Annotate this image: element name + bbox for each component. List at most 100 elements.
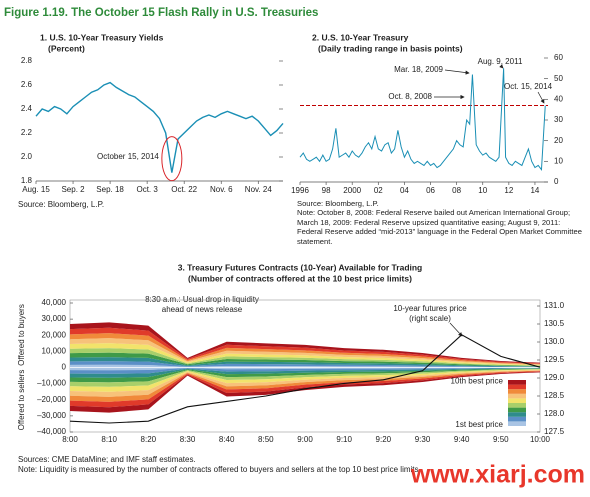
y-tick-label: 40,000 (42, 298, 67, 307)
legend-label: 10th best price (451, 376, 504, 385)
source: Source: Bloomberg, L.P. (18, 200, 104, 209)
area-band (70, 327, 540, 364)
legend-label: 1st best price (455, 420, 503, 429)
y-axis-label: Offered to sellers (17, 370, 26, 431)
y-tick-label: 10,000 (42, 346, 67, 355)
chart-title: 3. Treasury Futures Contracts (10-Year) … (178, 262, 423, 272)
x-tick-label: 8:10 (101, 435, 117, 444)
legend-swatch (508, 407, 526, 413)
legend-swatch (508, 421, 526, 426)
y-tick-label: 2.2 (21, 128, 33, 137)
legend-swatch (508, 412, 526, 417)
area-band (70, 370, 540, 402)
area-band (70, 370, 540, 397)
y2-tick-label: 130.0 (544, 337, 565, 346)
y2-tick-label: 128.5 (544, 391, 565, 400)
legend-swatch (508, 416, 526, 422)
y-axis-label: Offered to buyers (17, 304, 26, 366)
area-band (70, 371, 540, 408)
y-tick-label: 2.8 (21, 56, 33, 65)
y-tick-label: 40 (554, 94, 563, 103)
area-band (70, 369, 540, 392)
arrow (449, 322, 463, 337)
source: Sources: CME DataMine; and IMF staff est… (18, 455, 196, 464)
y-tick-label: –10,000 (37, 379, 66, 388)
area-band (70, 369, 540, 387)
y-tick-label: 0 (554, 177, 559, 186)
area-band (70, 371, 540, 413)
source: Source: Bloomberg, L.P. (297, 199, 379, 208)
price-line (69, 334, 541, 424)
y2-tick-label: 128.0 (544, 409, 565, 418)
area-band (70, 361, 540, 368)
x-tick-label: 08 (452, 186, 461, 195)
area-band (70, 343, 540, 366)
x-tick-label: 04 (400, 186, 409, 195)
x-tick-label: 8:50 (258, 435, 274, 444)
arrow (444, 69, 470, 75)
y2-tick-label: 129.0 (544, 373, 565, 382)
y-tick-label: 20,000 (42, 330, 67, 339)
area-band (70, 357, 540, 367)
annotation: October 15, 2014 (97, 152, 159, 161)
figure-title: Figure 1.19. The October 15 Flash Rally … (4, 7, 318, 19)
x-tick-label: 9:00 (297, 435, 313, 444)
x-tick-label: Sep. 2 (61, 185, 85, 194)
watermark: www.xiarj.com (410, 461, 585, 489)
note: Note: October 8, 2008: Federal Reserve b… (297, 208, 582, 246)
series-label: 10-year futures price (393, 304, 467, 313)
legend-swatch (508, 384, 526, 390)
y-tick-label: 2.6 (21, 80, 33, 89)
y2-tick-label: 127.5 (544, 427, 565, 436)
x-tick-label: 06 (426, 186, 435, 195)
y-tick-label: 1.8 (21, 176, 33, 185)
y-tick-label: 60 (554, 53, 563, 62)
y-tick-label: 2.0 (21, 152, 33, 161)
annotation: ahead of news release (162, 305, 243, 314)
x-tick-label: 8:00 (62, 435, 78, 444)
x-tick-label: 02 (374, 186, 383, 195)
legend-swatch (508, 380, 526, 385)
chart-title: 2. U.S. 10-Year Treasury (312, 32, 409, 42)
chart-subtitle: (Daily trading range in basis points) (318, 43, 463, 53)
y-tick-label: –20,000 (37, 395, 66, 404)
x-tick-label: Nov. 6 (210, 185, 233, 194)
arrow (499, 64, 504, 69)
x-tick-label: 8:40 (219, 435, 235, 444)
annotation: 8:30 a.m.: Usual drop in liquidity (145, 295, 259, 304)
y-tick-label: 50 (554, 74, 563, 83)
x-tick-label: 2000 (343, 186, 361, 195)
x-tick-label: 98 (322, 186, 331, 195)
x-tick-label: 9:30 (415, 435, 431, 444)
y-tick-label: 30,000 (42, 314, 67, 323)
x-tick-label: Sep. 18 (96, 185, 124, 194)
y-tick-label: 2.4 (21, 104, 33, 113)
y-tick-label: –30,000 (37, 411, 66, 420)
annotation: Oct. 8, 2008 (388, 92, 432, 101)
x-tick-label: 9:10 (336, 435, 352, 444)
x-tick-label: 9:40 (454, 435, 470, 444)
data-line (35, 81, 284, 173)
area-band (70, 352, 540, 367)
x-tick-label: Nov. 24 (245, 185, 273, 194)
area-band (70, 322, 540, 364)
chart-title: 1. U.S. 10-Year Treasury Yields (40, 32, 164, 42)
x-tick-label: 12 (504, 186, 513, 195)
arrow (537, 91, 545, 104)
y2-tick-label: 130.5 (544, 319, 565, 328)
x-tick-label: Aug. 15 (22, 185, 50, 194)
x-tick-label: Oct. 3 (136, 185, 158, 194)
y-tick-label: –40,000 (37, 427, 66, 436)
y-tick-label: 10 (554, 156, 563, 165)
highlight-circle (161, 136, 183, 182)
legend-swatch (508, 403, 526, 408)
x-tick-label: 8:30 (180, 435, 196, 444)
x-tick-label: 8:20 (141, 435, 157, 444)
y-tick-label: 30 (554, 115, 563, 124)
x-tick-label: 9:20 (376, 435, 392, 444)
chart-subtitle: (Percent) (48, 43, 85, 53)
x-tick-label: 14 (530, 186, 539, 195)
annotation: Aug. 9, 2011 (478, 57, 523, 66)
area-band (70, 367, 540, 374)
